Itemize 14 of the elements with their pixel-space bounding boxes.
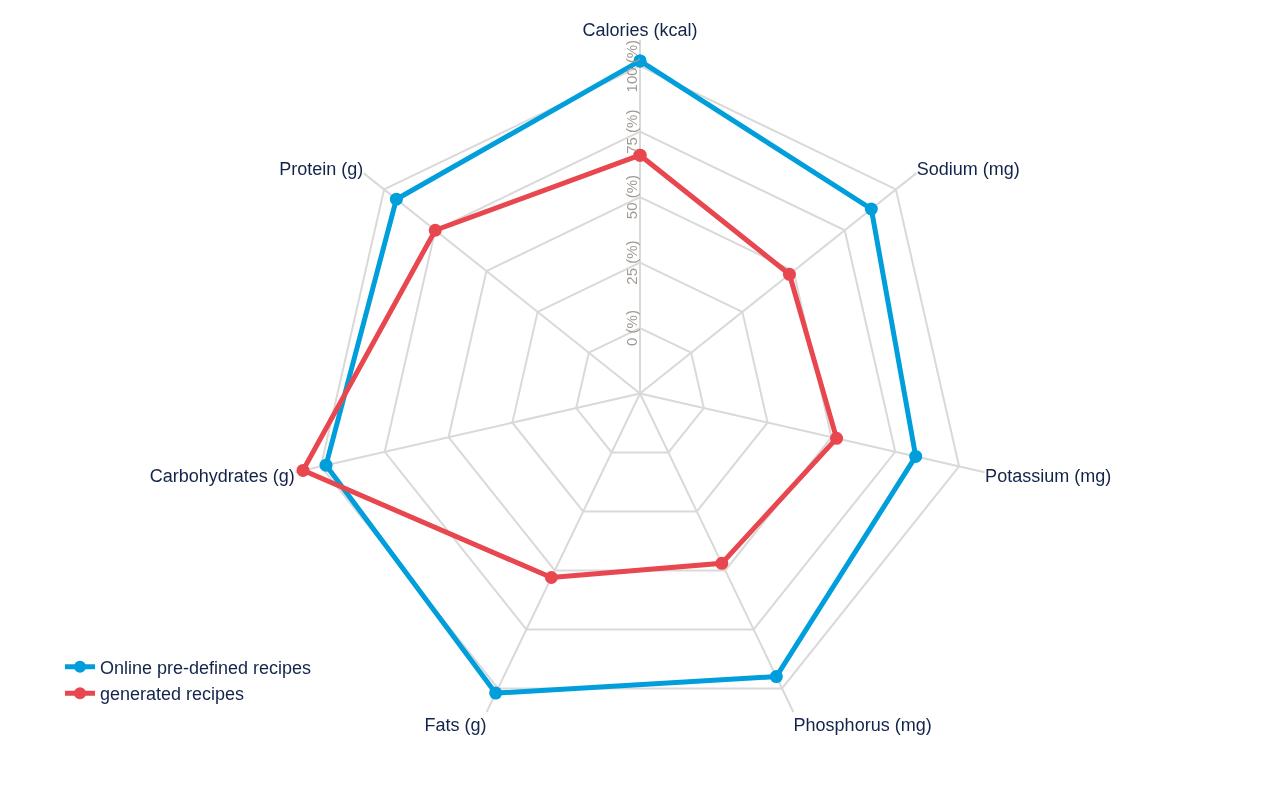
y-tick-label: 0 (%): [622, 310, 640, 346]
legend-label: generated recipes: [100, 684, 245, 705]
legend-label: Online pre-defined recipes: [100, 657, 312, 678]
spoke-label: Potassium (mg): [985, 466, 1112, 487]
y-tick-label: 50 (%): [622, 175, 640, 220]
spoke-label: Phosphorus (mg): [793, 715, 932, 736]
spoke-label: Fats (g): [424, 715, 487, 736]
y-tick-label: 25 (%): [622, 240, 640, 285]
y-tick-label: 75 (%): [622, 109, 640, 154]
spoke-label: Sodium (mg): [916, 159, 1020, 180]
spoke-label: Carbohydrates (g): [149, 466, 295, 487]
y-tick-label: 100 (%): [622, 39, 640, 93]
spoke-label: Protein (g): [279, 159, 364, 180]
spoke-label: Calories (kcal): [582, 19, 698, 40]
